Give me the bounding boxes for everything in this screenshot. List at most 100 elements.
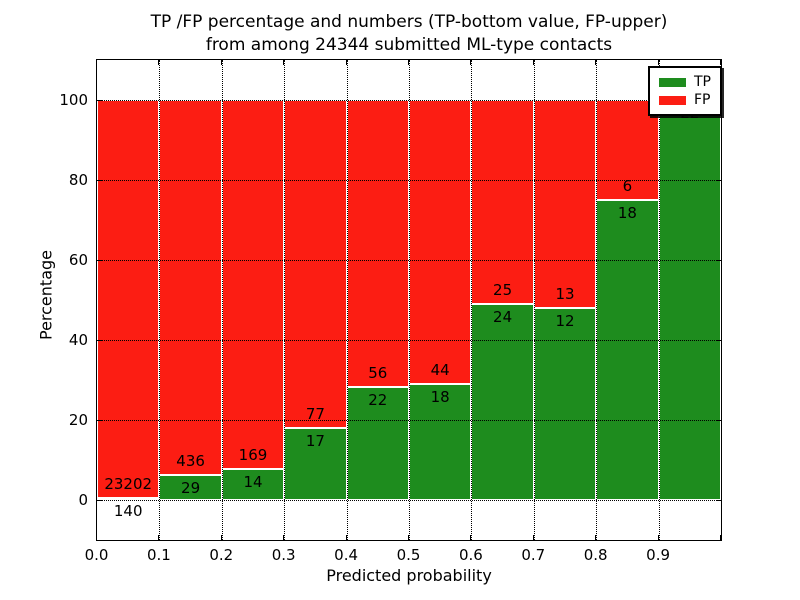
gridline-horizontal: [97, 340, 721, 341]
bar-segment-fp: [221, 100, 285, 470]
x-tick-mark: [158, 535, 160, 540]
bar-segment-fp: [596, 100, 659, 200]
fp-count-label: 25: [493, 281, 513, 300]
x-tick-label: 0.7: [521, 546, 546, 564]
gridline-vertical: [533, 60, 535, 540]
gridline-vertical: [658, 60, 660, 540]
x-tick-label: 0.4: [334, 546, 359, 564]
bar-segment-fp: [533, 100, 597, 308]
legend-label-tp: TP: [694, 74, 711, 90]
gridline-horizontal: [97, 100, 721, 101]
bar-segment-tp: [533, 308, 597, 500]
y-tick-label: 40: [68, 330, 88, 349]
tp-count-label: 12: [555, 312, 575, 330]
y-tick-mark-right: [716, 420, 721, 421]
gridline-vertical: [346, 60, 348, 540]
gridline-vertical: [221, 60, 223, 540]
gridline-vertical: [471, 60, 473, 540]
y-tick-mark-right: [716, 260, 721, 261]
x-tick-mark-top: [408, 60, 409, 65]
bar-segment-fp: [471, 100, 534, 305]
x-tick-mark: [283, 535, 285, 540]
x-tick-label: 0.1: [146, 546, 171, 564]
gridline-horizontal: [97, 180, 721, 181]
gridline-vertical: [284, 60, 286, 540]
tp-count-label: 18: [430, 387, 450, 406]
bar-segment-fp: [409, 100, 472, 384]
x-tick-mark-top: [720, 60, 721, 65]
bar-segment-tp: [658, 100, 721, 500]
x-tick-label: 0.8: [583, 546, 608, 564]
x-tick-mark: [470, 535, 472, 540]
y-tick-mark-right: [716, 340, 721, 341]
fp-count-label: 436: [176, 452, 205, 471]
x-tick-mark: [532, 535, 534, 540]
bar-segment-fp: [346, 100, 409, 388]
x-tick-mark: [345, 535, 347, 540]
y-tick-mark: [97, 420, 102, 421]
y-tick-label: 0: [78, 490, 88, 509]
chart-title: TP /FP percentage and numbers (TP-bottom…: [97, 11, 721, 57]
gridline-vertical: [409, 60, 410, 540]
x-tick-mark-top: [470, 60, 472, 65]
fp-count-label: 6: [622, 177, 633, 195]
x-tick-label: 0.6: [458, 546, 483, 564]
x-tick-label: 0.3: [271, 546, 296, 564]
x-tick-label: 0.5: [396, 546, 421, 564]
fp-count-label: 77: [305, 404, 325, 423]
legend-item-tp: TP: [659, 73, 711, 91]
x-tick-mark-top: [158, 60, 160, 65]
x-tick-mark: [96, 535, 97, 540]
y-tick-mark: [97, 340, 102, 341]
bar-segment-tp: [471, 304, 534, 500]
x-tick-mark-top: [345, 60, 347, 65]
y-tick-label: 60: [68, 250, 88, 269]
x-tick-mark-top: [220, 60, 222, 65]
gridline-vertical: [159, 60, 161, 540]
tp-count-label: 14: [243, 473, 263, 492]
fp-count-label: 56: [368, 364, 388, 383]
tp-count-label: 22: [368, 391, 388, 410]
y-tick-mark-right: [716, 180, 721, 181]
fp-count-label: 13: [555, 285, 575, 303]
y-axis-label: Percentage: [36, 249, 56, 341]
fp-count-label: 44: [430, 360, 450, 379]
x-tick-mark: [720, 535, 721, 540]
y-tick-mark: [97, 260, 102, 261]
x-tick-label: 0.9: [646, 546, 671, 564]
chart-title-line2: from among 24344 submitted ML-type conta…: [205, 35, 613, 55]
bar-segment-fp: [284, 100, 347, 428]
tp-count-label: 24: [493, 308, 513, 327]
legend-item-fp: FP: [659, 91, 711, 109]
tp-count-label: 18: [617, 204, 637, 222]
chart-title-line1: TP /FP percentage and numbers (TP-bottom…: [150, 12, 668, 32]
x-tick-label: 0.2: [209, 546, 234, 564]
y-tick-label: 20: [68, 410, 88, 429]
y-tick-mark: [97, 500, 102, 501]
gridline-vertical: [596, 60, 598, 540]
gridline-horizontal: [97, 420, 721, 421]
tp-count-label: 140: [113, 501, 143, 520]
x-tick-mark-top: [283, 60, 285, 65]
y-tick-mark: [97, 100, 102, 101]
legend: TP FP: [648, 66, 722, 116]
y-tick-mark: [97, 180, 102, 181]
x-tick-mark: [657, 535, 659, 540]
bar-segment-tp: [97, 497, 160, 500]
bar-segment-tp: [221, 469, 285, 500]
x-axis-label: Predicted probability: [326, 566, 492, 585]
gridline-horizontal: [97, 500, 721, 501]
y-tick-label: 80: [68, 170, 88, 189]
gridline-horizontal: [97, 260, 721, 261]
bar-segment-fp: [97, 100, 160, 498]
tp-count-label: 17: [305, 431, 325, 450]
fp-count-label: 23202: [104, 474, 153, 493]
bar-segment-tp: [346, 387, 409, 500]
bar-segment-fp: [159, 100, 222, 476]
bar-segment-tp: [284, 427, 347, 500]
bar-segment-tp: [596, 200, 659, 500]
x-tick-mark: [595, 535, 597, 540]
x-tick-mark-top: [657, 60, 659, 65]
x-tick-mark-top: [532, 60, 534, 65]
